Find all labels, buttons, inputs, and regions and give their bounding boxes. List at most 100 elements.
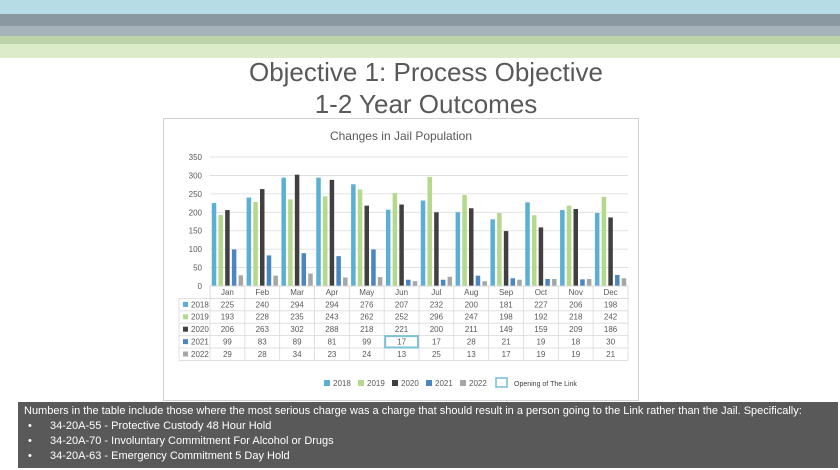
data-label: 29	[223, 350, 232, 359]
data-label: 276	[360, 300, 374, 309]
legend-key-2018	[324, 380, 330, 386]
bar-2019-jul	[427, 176, 432, 286]
data-label: 288	[325, 325, 339, 334]
data-label: 200	[465, 300, 479, 309]
data-label: 83	[258, 338, 267, 347]
data-label: 181	[499, 300, 513, 309]
data-label: 19	[571, 350, 580, 359]
bar-2018-aug	[455, 212, 461, 286]
bar-2018-nov	[560, 210, 565, 286]
legend-label: 2019	[367, 379, 385, 388]
data-label: 198	[604, 300, 618, 309]
data-label: 206	[221, 325, 235, 334]
bar-2018-jun	[385, 209, 391, 286]
slide-title: Objective 1: Process Objective 1-2 Year …	[0, 56, 840, 120]
bar-2018-mar	[281, 177, 286, 286]
legend-key-highlight	[495, 377, 508, 388]
y-tick-label: 300	[189, 171, 203, 180]
table-series-label: 2021	[191, 338, 209, 347]
bar-2018-apr	[316, 177, 321, 286]
table-legend-key-2019	[183, 314, 188, 320]
data-label: 17	[432, 338, 441, 347]
data-label: 225	[221, 300, 235, 309]
data-label: 28	[258, 350, 267, 359]
data-label: 227	[534, 300, 548, 309]
data-label: 159	[534, 325, 548, 334]
y-tick-label: 250	[189, 190, 203, 199]
data-label: 302	[290, 325, 304, 334]
x-tick-label: Nov	[569, 288, 583, 297]
bar-2020-nov	[573, 208, 578, 286]
bar-2018-sep	[490, 219, 495, 286]
legend-key-2021	[426, 380, 432, 386]
bar-2020-aug	[469, 208, 474, 286]
bar-2020-dec	[608, 217, 613, 286]
data-label: 186	[604, 325, 618, 334]
data-label: 21	[502, 338, 511, 347]
bar-2021-sep	[510, 278, 516, 286]
legend-key-2019	[358, 380, 364, 386]
bar-2018-dec	[594, 213, 600, 286]
bar-2020-sep	[503, 231, 509, 286]
header-band-2	[0, 14, 840, 26]
bar-2022-jun	[412, 281, 418, 286]
bar-2020-jan	[225, 210, 230, 286]
title-line-2: 1-2 Year Outcomes	[314, 89, 538, 119]
data-label: 252	[395, 313, 409, 322]
bar-2019-may	[357, 189, 363, 286]
y-tick-label: 200	[189, 208, 203, 217]
bar-2021-mar	[301, 253, 307, 286]
legend-label: 2022	[469, 379, 487, 388]
data-label: 192	[534, 313, 548, 322]
x-tick-label: Feb	[255, 288, 269, 297]
table-series-label: 2019	[191, 313, 209, 322]
bar-2018-jul	[420, 200, 426, 286]
data-label: 34	[293, 350, 302, 359]
bar-2020-jun	[399, 204, 404, 286]
bar-2020-jul	[434, 212, 439, 286]
table-legend-key-2018	[183, 301, 188, 307]
data-label: 19	[536, 350, 545, 359]
highlight-cell	[384, 335, 420, 349]
bar-2019-feb	[253, 201, 258, 286]
header-band-1	[0, 0, 840, 14]
notes-box: Numbers in the table include those where…	[18, 402, 838, 468]
data-label: 232	[430, 300, 444, 309]
bar-2022-aug	[482, 281, 487, 286]
data-label: 296	[430, 313, 444, 322]
bar-2021-nov	[580, 279, 585, 286]
bar-2022-oct	[552, 278, 557, 286]
title-line-1: Objective 1: Process Objective	[248, 57, 604, 87]
bar-2018-may	[351, 184, 356, 286]
data-label: 193	[221, 313, 235, 322]
data-label: 247	[465, 313, 479, 322]
table-legend-key-2020	[183, 326, 188, 332]
data-label: 221	[395, 325, 409, 334]
bar-2021-jun	[406, 279, 411, 286]
bar-2019-dec	[601, 196, 607, 286]
data-label: 149	[499, 325, 513, 334]
legend-label: 2021	[435, 379, 453, 388]
data-label: 263	[256, 325, 270, 334]
table-legend-key-2022	[183, 351, 188, 357]
data-label: 23	[327, 350, 336, 359]
data-label: 262	[360, 313, 374, 322]
notes-item: 34-20A-63 - Emergency Commitment 5 Day H…	[24, 449, 838, 464]
bar-2022-nov	[586, 278, 592, 286]
data-label: 25	[432, 350, 441, 359]
header-band-5	[0, 44, 840, 58]
data-label: 24	[362, 350, 371, 359]
notes-item: 34-20A-70 - Involuntary Commitment For A…	[24, 434, 838, 449]
x-tick-label: Dec	[603, 288, 617, 297]
bar-2020-apr	[329, 179, 335, 286]
table-series-label: 2020	[191, 325, 209, 334]
data-label: 99	[223, 338, 232, 347]
x-tick-label: Jul	[431, 288, 441, 297]
data-label: 198	[499, 313, 513, 322]
data-label: 99	[362, 338, 371, 347]
bar-2020-feb	[260, 189, 265, 286]
legend-key-2020	[392, 380, 398, 386]
bar-2022-sep	[517, 279, 522, 286]
data-label: 81	[327, 338, 336, 347]
chart-title: Changes in Jail Population	[330, 129, 472, 143]
